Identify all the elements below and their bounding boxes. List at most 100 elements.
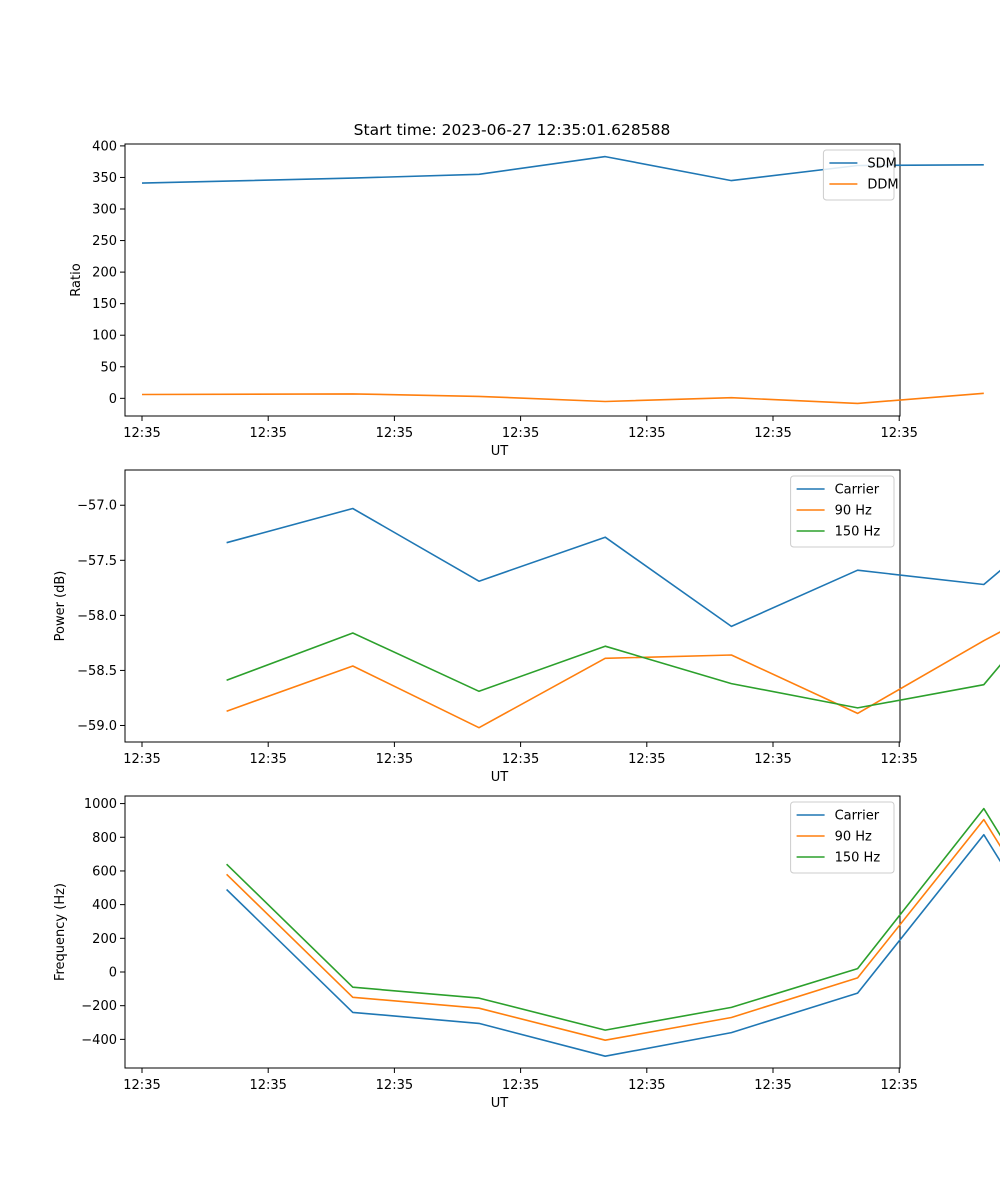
x-tick-label: 12:35 <box>376 752 413 767</box>
x-tick-label: 12:35 <box>628 426 665 441</box>
legend-label: 90 Hz <box>835 504 872 519</box>
y-tick-label: 200 <box>92 932 117 947</box>
data-point <box>983 818 985 820</box>
x-tick-label: 12:35 <box>123 426 160 441</box>
y-tick-label: 1000 <box>84 797 117 812</box>
y-tick-label: 100 <box>92 329 117 344</box>
y-tick-label: 150 <box>92 297 117 312</box>
series-line-ddm <box>141 392 984 405</box>
x-tick-label: 12:35 <box>502 426 539 441</box>
y-tick-label: 50 <box>100 360 117 375</box>
x-tick-label: 12:35 <box>628 1078 665 1093</box>
y-tick-label: 200 <box>92 266 117 281</box>
y-tick-label: 0 <box>109 392 117 407</box>
data-point <box>225 863 227 865</box>
data-point <box>478 1007 480 1009</box>
y-axis-label: Frequency (Hz) <box>53 883 68 981</box>
series-line-90-hz <box>226 818 1000 1041</box>
data-point <box>352 632 354 634</box>
legend-box <box>790 801 895 874</box>
data-point <box>983 392 985 394</box>
y-tick-label: 250 <box>92 234 117 249</box>
data-point <box>478 1022 480 1024</box>
y-tick-label: −400 <box>81 1033 117 1048</box>
data-point <box>856 712 858 714</box>
data-point <box>225 541 227 543</box>
x-axis-label: UT <box>491 770 509 785</box>
legend-label: Carrier <box>835 809 880 824</box>
x-tick-label: 12:35 <box>880 426 917 441</box>
subplot-1: 12:3512:3512:3512:3512:3512:3512:3512:36… <box>69 139 985 459</box>
y-tick-label: −57.5 <box>77 554 117 569</box>
data-point <box>730 1016 732 1018</box>
data-point <box>730 396 732 398</box>
legend-label: Carrier <box>835 483 880 498</box>
data-point <box>730 625 732 627</box>
data-point <box>352 507 354 509</box>
data-point <box>478 173 480 175</box>
legend-label: DDM <box>867 178 898 193</box>
legend-label: 90 Hz <box>835 830 872 845</box>
data-point <box>983 684 985 686</box>
x-tick-label: 12:35 <box>376 426 413 441</box>
axes-frame <box>124 469 901 743</box>
data-point <box>983 834 985 836</box>
data-point <box>352 986 354 988</box>
data-point <box>730 179 732 181</box>
data-point <box>730 682 732 684</box>
data-point <box>983 807 985 809</box>
data-point <box>225 873 227 875</box>
plots-area: 12:3512:3512:3512:3512:3512:3512:3512:36… <box>53 139 1000 1111</box>
x-axis-label: UT <box>491 1096 509 1111</box>
data-point <box>478 395 480 397</box>
axes-frame <box>124 795 901 1069</box>
data-point <box>604 536 606 538</box>
series-line-90-hz <box>226 631 1000 729</box>
x-tick-label: 12:35 <box>628 752 665 767</box>
subplot-2: 12:3512:3512:3512:3512:3512:3512:3512:36… <box>53 469 1000 785</box>
legend-label: 150 Hz <box>835 525 881 540</box>
x-tick-label: 12:35 <box>249 426 286 441</box>
y-tick-label: 600 <box>92 864 117 879</box>
subplot-3: 12:3512:3512:3512:3512:3512:3512:3512:36… <box>53 795 1000 1111</box>
data-point <box>352 393 354 395</box>
x-tick-label: 12:35 <box>123 1078 160 1093</box>
y-tick-label: −57.0 <box>77 499 117 514</box>
data-point <box>730 1006 732 1008</box>
data-point <box>604 1039 606 1041</box>
legend-box <box>790 475 895 548</box>
x-tick-label: 12:35 <box>754 752 791 767</box>
data-point <box>856 707 858 709</box>
y-tick-label: −58.5 <box>77 664 117 679</box>
y-tick-label: −59.0 <box>77 719 117 734</box>
series-line-carrier <box>226 833 1000 1057</box>
y-tick-label: 300 <box>92 203 117 218</box>
x-tick-label: 12:35 <box>880 752 917 767</box>
data-point <box>730 654 732 656</box>
x-tick-label: 12:35 <box>754 1078 791 1093</box>
legend-label: SDM <box>867 157 896 172</box>
data-point <box>983 164 985 166</box>
data-point <box>730 1031 732 1033</box>
x-tick-label: 12:35 <box>249 1078 286 1093</box>
x-tick-label: 12:35 <box>123 752 160 767</box>
data-point <box>856 992 858 994</box>
y-tick-label: 400 <box>92 139 117 154</box>
data-point <box>478 997 480 999</box>
data-point <box>352 996 354 998</box>
y-axis-label: Power (dB) <box>53 571 68 642</box>
y-tick-label: 0 <box>109 966 117 981</box>
y-tick-label: −58.0 <box>77 609 117 624</box>
legend-label: 150 Hz <box>835 851 881 866</box>
data-point <box>352 1011 354 1013</box>
x-axis-label: UT <box>491 444 509 459</box>
data-point <box>604 645 606 647</box>
data-point <box>604 1029 606 1031</box>
x-tick-label: 12:35 <box>880 1078 917 1093</box>
series-line-150-hz <box>226 632 1000 709</box>
data-point <box>478 726 480 728</box>
data-point <box>478 690 480 692</box>
series-line-carrier <box>226 507 1000 628</box>
data-point <box>352 665 354 667</box>
